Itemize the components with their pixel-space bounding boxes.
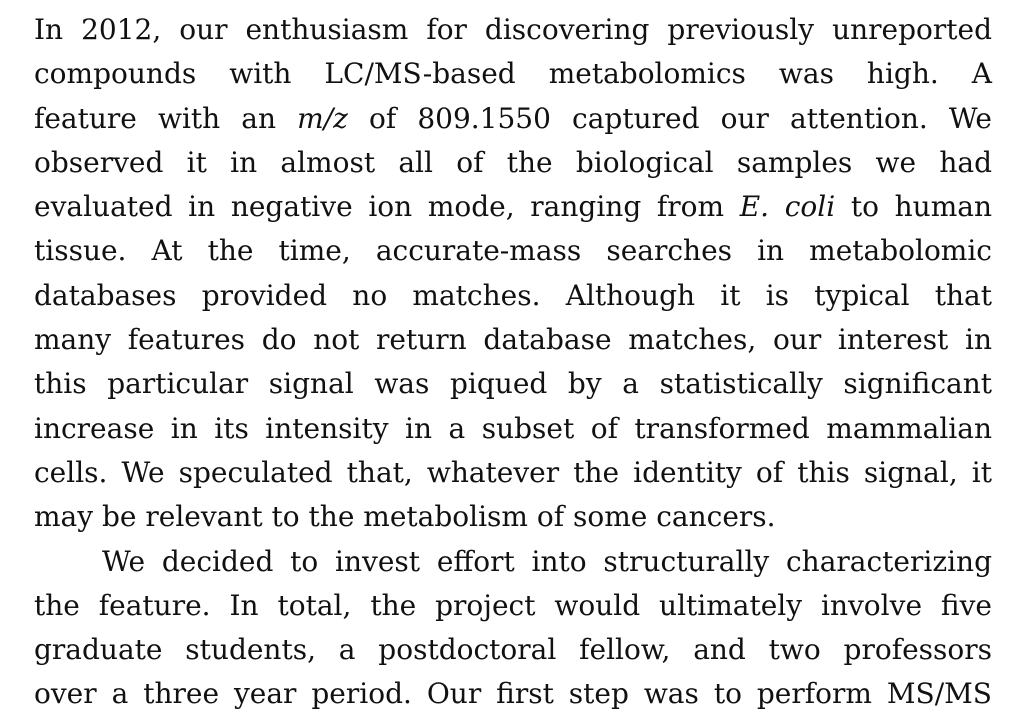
text-line: may be relevant to the metabolism of som… (34, 495, 992, 539)
text-line: this particular signal was piqued by a s… (34, 362, 992, 406)
text-line: observed it in almost all of the biologi… (34, 141, 992, 185)
text-line: databases provided no matches. Although … (34, 274, 992, 318)
paragraph: We decided to invest effort into structu… (34, 540, 992, 717)
text-run: tissue. At the time, accurate-mass searc… (34, 234, 992, 268)
text-line: graduate students, a postdoctoral fellow… (34, 628, 992, 672)
text-run: this particular signal was piqued by a s… (34, 367, 992, 401)
text-line: We decided to invest effort into structu… (34, 540, 992, 584)
text-line: increase in its intensity in a subset of… (34, 407, 992, 451)
text-run: of 809.1550 captured our attention. We (347, 101, 992, 135)
text-run: We decided to invest effort into structu… (102, 544, 992, 578)
text-line: cells. We speculated that, whatever the … (34, 451, 992, 495)
text-line: In 2012, our enthusiasm for discovering … (34, 8, 992, 52)
text-run: databases provided no matches. Although … (34, 278, 992, 312)
text-run: cells. We speculated that, whatever the … (34, 455, 992, 489)
text-run: over a three year period. Our first step… (34, 677, 992, 711)
text-line: evaluated in negative ion mode, ranging … (34, 185, 992, 229)
text-line: the feature. In total, the project would… (34, 584, 992, 628)
text-run: the feature. In total, the project would… (34, 588, 992, 622)
text-line: over a three year period. Our first step… (34, 672, 992, 716)
text-run: compounds with LC/MS-based metabolomics … (34, 57, 992, 91)
document-body: In 2012, our enthusiasm for discovering … (34, 8, 992, 717)
text-run: feature with an (34, 101, 298, 135)
italic-term: m/z (297, 101, 348, 135)
text-line: tissue. At the time, accurate-mass searc… (34, 229, 992, 273)
text-run: may be relevant to the metabolism of som… (34, 500, 776, 534)
text-line: compounds with LC/MS-based metabolomics … (34, 52, 992, 96)
text-run: evaluated in negative ion mode, ranging … (34, 190, 740, 224)
text-run: to human (835, 190, 992, 224)
text-run: observed it in almost all of the biologi… (34, 145, 992, 179)
text-run: In 2012, our enthusiasm for discovering … (34, 13, 992, 46)
text-line: feature with an m/z of 809.1550 captured… (34, 97, 992, 141)
text-run: many features do not return database mat… (34, 323, 992, 357)
text-line: many features do not return database mat… (34, 318, 992, 362)
italic-term: E. coli (739, 190, 836, 224)
paragraph: In 2012, our enthusiasm for discovering … (34, 8, 992, 540)
text-run: increase in its intensity in a subset of… (34, 411, 992, 445)
text-run: graduate students, a postdoctoral fellow… (34, 633, 992, 667)
